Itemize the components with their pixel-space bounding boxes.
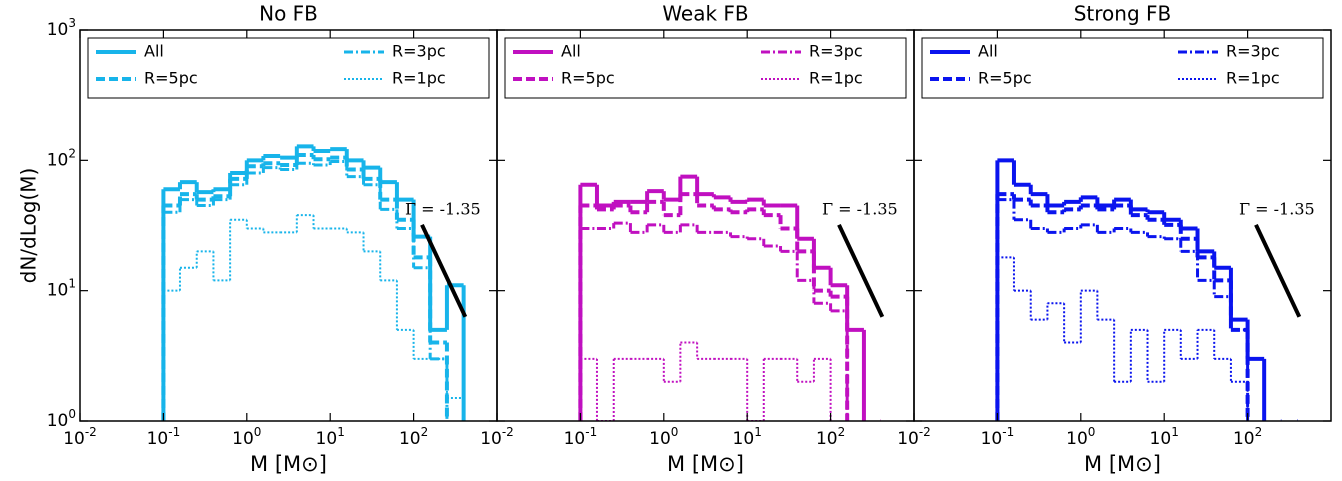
x-axis-label: M [M⊙] [1084, 452, 1161, 476]
tick-label: 100 [232, 425, 261, 450]
legend-frame [87, 37, 490, 99]
tick-label: 10-2 [480, 425, 514, 450]
panel-title: No FB [259, 2, 318, 26]
tick-label: 10-2 [897, 425, 931, 450]
tick-label: 102 [816, 425, 845, 450]
tick-label: 10-2 [63, 425, 97, 450]
tick-label: 102 [399, 425, 428, 450]
annotation: Γ = -1.35 [822, 199, 898, 218]
legend-frame [504, 37, 907, 99]
annotation: Γ = -1.35 [1239, 199, 1315, 218]
panel-title: Weak FB [662, 2, 748, 26]
tick-label: 10-1 [147, 425, 181, 450]
tick-label: 10-1 [981, 425, 1015, 450]
legend-label: R=1pc [809, 69, 863, 88]
legend-frame [921, 37, 1324, 99]
legend: All R=5pc R=3pc R=1pc [921, 37, 1324, 99]
reference-line [837, 223, 885, 318]
tick-label: 102 [47, 146, 76, 171]
plot-area [578, 174, 885, 421]
legend-label: R=1pc [1226, 69, 1280, 88]
legend-label: All [561, 42, 581, 61]
legend-label: R=3pc [809, 42, 863, 61]
legend-label: All [978, 42, 998, 61]
panel-title: Strong FB [1074, 2, 1172, 26]
tick-label: 101 [733, 425, 762, 450]
tick-label: 103 [47, 16, 76, 41]
legend-label: R=1pc [392, 69, 446, 88]
tick-label: 102 [1233, 425, 1262, 450]
tick-label: 101 [47, 276, 76, 301]
x-axis-label: M [M⊙] [667, 452, 744, 476]
tick-label: 100 [649, 425, 678, 450]
reference-line [420, 223, 468, 318]
axes-frame [913, 29, 1332, 422]
tick-label: 100 [1066, 425, 1095, 450]
plot-area [995, 158, 1302, 421]
tick-label: 10-1 [564, 425, 598, 450]
legend-label: R=3pc [1226, 42, 1280, 61]
plot-area [161, 144, 468, 421]
legend-label: R=5pc [978, 69, 1032, 88]
tick-label: 101 [1150, 425, 1179, 450]
x-axis-label: M [M⊙] [250, 452, 327, 476]
reference-line [1254, 223, 1302, 318]
annotation: Γ = -1.35 [405, 199, 481, 218]
legend: All R=5pc R=3pc R=1pc [504, 37, 907, 99]
tick-label: 100 [47, 407, 76, 432]
tick-label: 101 [316, 425, 345, 450]
legend-label: All [144, 42, 164, 61]
legend: All R=5pc R=3pc R=1pc [87, 37, 490, 99]
legend-label: R=5pc [144, 69, 198, 88]
legend-label: R=3pc [392, 42, 446, 61]
y-axis-label: dN/dLog(M) [17, 168, 41, 284]
legend-label: R=5pc [561, 69, 615, 88]
